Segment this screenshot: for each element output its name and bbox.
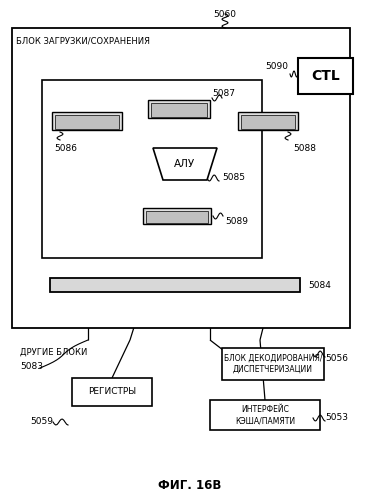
Text: 5090: 5090 bbox=[265, 62, 288, 71]
Text: АЛУ: АЛУ bbox=[174, 159, 196, 169]
Bar bbox=[55, 115, 119, 129]
Text: 5083: 5083 bbox=[20, 362, 43, 371]
Text: 5060: 5060 bbox=[214, 10, 236, 19]
Text: 5085: 5085 bbox=[222, 174, 245, 182]
Polygon shape bbox=[153, 148, 217, 180]
Text: БЛОК ЗАГРУЗКИ/СОХРАНЕНИЯ: БЛОК ЗАГРУЗКИ/СОХРАНЕНИЯ bbox=[16, 36, 150, 45]
Text: БЛОК ДЕКОДИРОВАНИЯ/
ДИСПЕТЧЕРИЗАЦИИ: БЛОК ДЕКОДИРОВАНИЯ/ ДИСПЕТЧЕРИЗАЦИИ bbox=[224, 354, 322, 374]
Text: РЕГИСТРЫ: РЕГИСТРЫ bbox=[88, 388, 136, 396]
Text: 5059: 5059 bbox=[30, 418, 53, 426]
Text: ФИГ. 16В: ФИГ. 16В bbox=[158, 479, 222, 492]
Bar bbox=[42, 80, 262, 258]
Text: 5087: 5087 bbox=[212, 89, 235, 98]
Text: 5086: 5086 bbox=[54, 144, 77, 153]
Text: ИНТЕРФЕЙС
КЭША/ПАМЯТИ: ИНТЕРФЕЙС КЭША/ПАМЯТИ bbox=[235, 405, 295, 425]
Text: CTL: CTL bbox=[311, 69, 340, 83]
Bar bbox=[52, 112, 122, 130]
Bar bbox=[298, 58, 353, 94]
Bar bbox=[210, 400, 320, 430]
Text: 5088: 5088 bbox=[293, 144, 316, 153]
Bar bbox=[148, 100, 210, 118]
Bar bbox=[50, 278, 300, 292]
Bar bbox=[72, 378, 152, 406]
Bar bbox=[222, 348, 324, 380]
Bar bbox=[241, 115, 295, 129]
Text: 5089: 5089 bbox=[225, 218, 248, 226]
Bar bbox=[151, 103, 207, 117]
Bar bbox=[146, 211, 208, 223]
Bar bbox=[143, 208, 211, 224]
Text: 5056: 5056 bbox=[325, 354, 348, 363]
Text: ДРУГИЕ БЛОКИ: ДРУГИЕ БЛОКИ bbox=[20, 348, 87, 357]
Bar bbox=[12, 28, 350, 328]
Text: 5084: 5084 bbox=[308, 280, 331, 289]
Bar bbox=[238, 112, 298, 130]
Text: 5053: 5053 bbox=[325, 414, 348, 422]
